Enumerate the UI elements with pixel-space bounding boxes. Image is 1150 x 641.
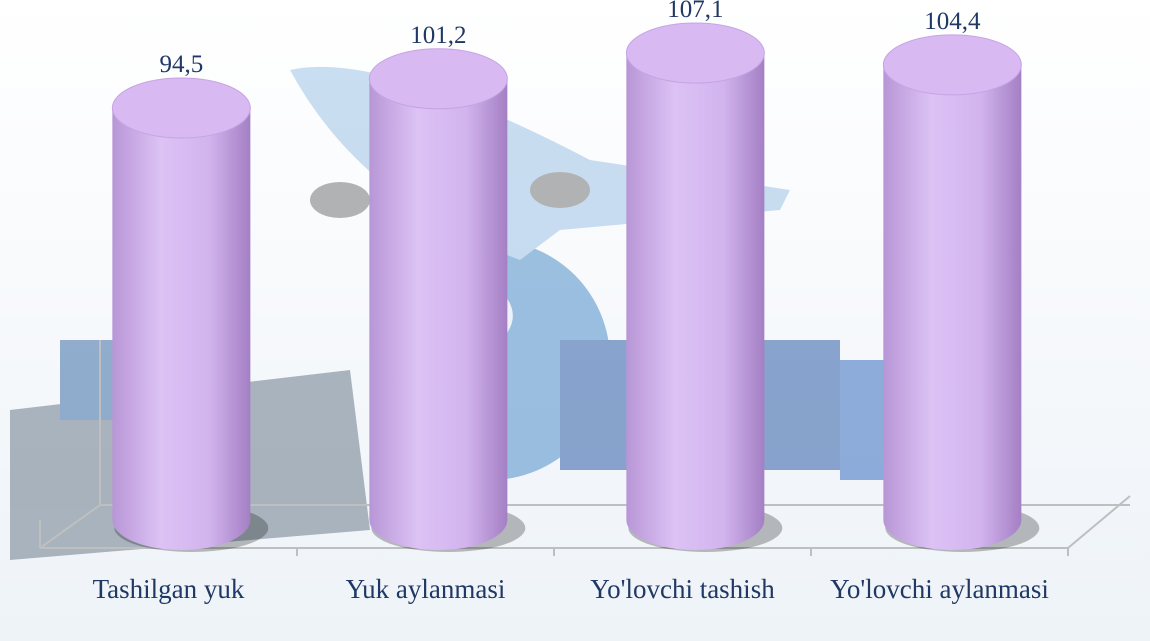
value-label: 101,2	[410, 22, 466, 49]
bar-top	[369, 49, 507, 109]
chart: 94,5 101,2 107,1 104,4 Tashilgan yuk Yuk ayl…	[0, 0, 1150, 641]
x-tick-label: Yuk aylanmasi	[306, 572, 546, 606]
bar-top	[112, 78, 250, 138]
value-label: 94,5	[159, 51, 203, 78]
bar	[626, 53, 764, 550]
value-label: 104,4	[924, 8, 981, 35]
bar	[112, 108, 250, 550]
bar-top	[883, 35, 1021, 95]
x-tick-label: Yo'lovchi aylanmasi	[820, 572, 1060, 606]
value-label: 107,1	[667, 0, 723, 23]
x-tick-label: Tashilgan yuk	[49, 572, 289, 606]
bar-top	[626, 23, 764, 83]
bar	[369, 79, 507, 550]
x-tick-label: Yo'lovchi tashish	[563, 572, 803, 606]
chart-canvas: 94,5 101,2 107,1 104,4	[0, 0, 1150, 641]
bar	[883, 65, 1021, 550]
